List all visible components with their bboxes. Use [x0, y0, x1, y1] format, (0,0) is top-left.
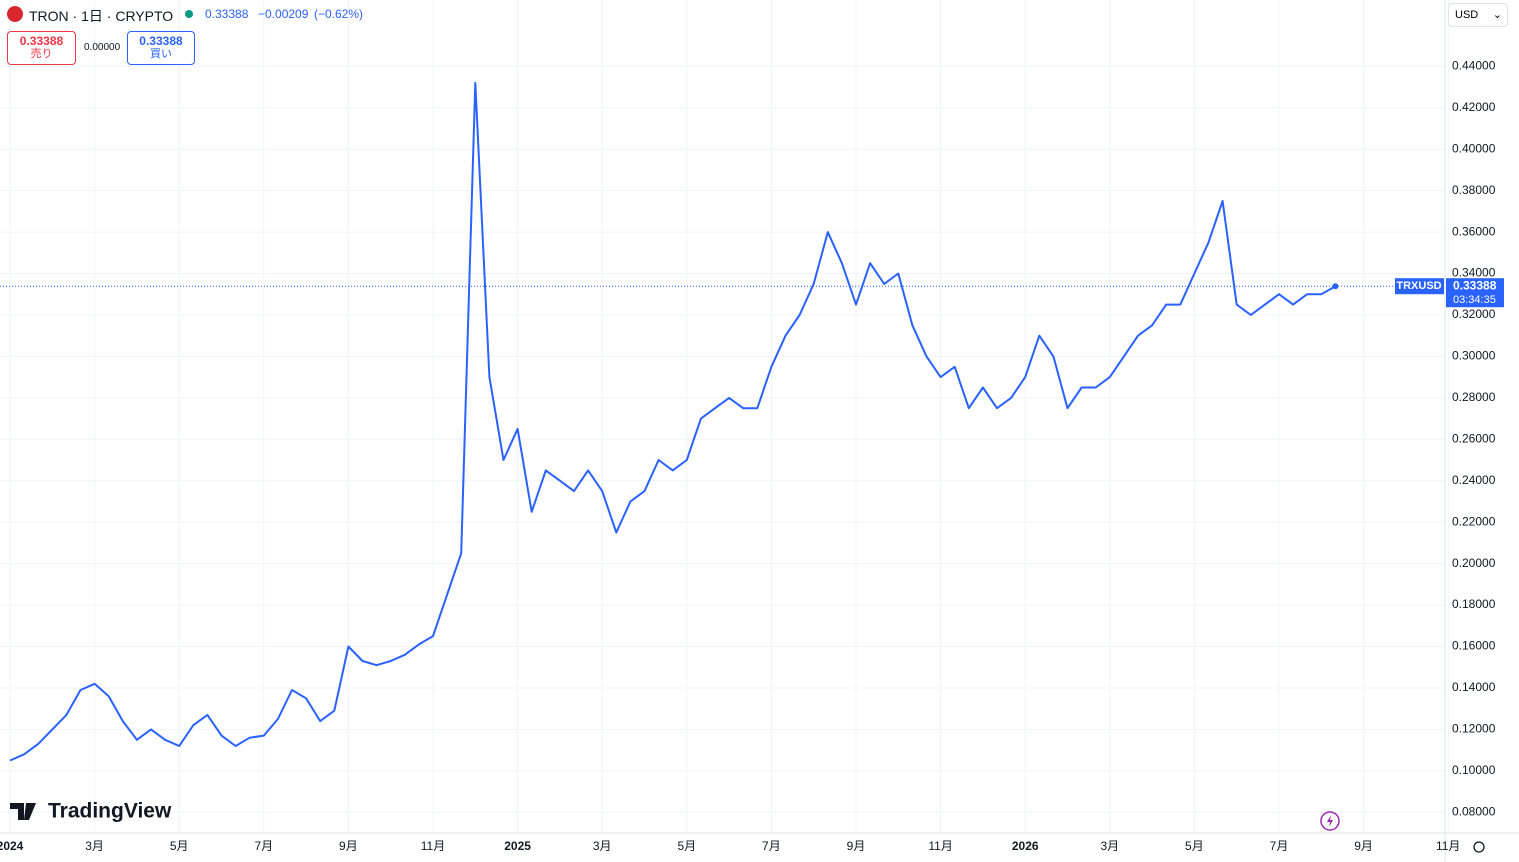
sell-price: 0.33388: [19, 34, 64, 48]
coin-icon: [7, 6, 23, 22]
x-tick-label: 9月: [339, 839, 358, 853]
x-tick-label: 3月: [593, 839, 612, 853]
symbol-tag-label: TRXUSD: [1396, 280, 1441, 292]
y-tick-label: 0.22000: [1452, 514, 1496, 528]
x-tick-label: 2024: [0, 839, 24, 853]
price-tag: [1446, 278, 1504, 308]
logo: TradingView: [48, 800, 172, 823]
price-tag-label: 0.33388: [1453, 278, 1497, 292]
x-tick-label: 7月: [762, 839, 781, 853]
y-tick-label: 0.10000: [1452, 763, 1496, 777]
x-tick-label: 9月: [847, 839, 866, 853]
last: 0.33388: [205, 7, 249, 21]
x-tick-label: 7月: [1270, 839, 1289, 853]
y-tick-label: 0.42000: [1452, 100, 1496, 114]
y-tick-label: 0.44000: [1452, 58, 1496, 72]
alert-bolt: [1327, 815, 1333, 827]
y-tick-label: 0.30000: [1452, 349, 1496, 363]
change: −0.00209: [258, 7, 309, 21]
y-tick-label: 0.36000: [1452, 224, 1496, 238]
alert-icon[interactable]: [1320, 811, 1340, 831]
x-tick-label: 3月: [1100, 839, 1119, 853]
settings-icon[interactable]: [1473, 841, 1485, 853]
currency-select[interactable]: USD ⌄: [1448, 3, 1508, 27]
logo-mark: [10, 803, 36, 820]
y-tick-label: 0.38000: [1452, 183, 1496, 197]
y-tick-label: 0.28000: [1452, 390, 1496, 404]
x-tick-label: 5月: [170, 839, 189, 853]
y-tick-label: 0.16000: [1452, 639, 1496, 653]
sell-button[interactable]: 0.33388 売り: [7, 31, 76, 65]
x-tick-label: 3月: [85, 839, 104, 853]
x-tick-label: 11月: [421, 839, 445, 853]
x-tick-label: 2026: [1012, 839, 1039, 853]
x-tick-label: 11月: [928, 839, 952, 853]
x-tick-label: 5月: [677, 839, 696, 853]
x-tick-label: 9月: [1354, 839, 1373, 853]
buy-price: 0.33388: [139, 34, 183, 48]
symbol[interactable]: TRON · 1日 · CRYPTO: [29, 8, 174, 24]
spread: 0.00000: [84, 42, 121, 53]
buy-button[interactable]: 0.33388 買い: [127, 31, 195, 65]
y-tick-label: 0.08000: [1452, 804, 1496, 818]
y-tick-label: 0.24000: [1452, 473, 1496, 487]
grid: [0, 0, 1449, 833]
countdown: 03:34:35: [1453, 294, 1496, 306]
sell-label: 売り: [30, 48, 53, 60]
price-line: [9, 81, 1336, 762]
y-tick-label: 0.40000: [1452, 141, 1496, 155]
x-tick-label: 11月: [1436, 839, 1460, 853]
y-tick-label: 0.32000: [1452, 307, 1496, 321]
dropdown-caret: ⌄: [1492, 9, 1502, 21]
x-tick-label: 7月: [254, 839, 273, 853]
symbol-tag: [1395, 278, 1444, 295]
y-tick-label: 0.20000: [1452, 556, 1496, 570]
buy-label: 買い: [150, 48, 172, 60]
status-dot: [185, 10, 193, 18]
y-tick-label: 0.18000: [1452, 597, 1496, 611]
axes: 0.08000 0.10000 0.12000 0.14000 0.16000 0.180…: [0, 58, 1504, 853]
y-tick-label: 0.14000: [1452, 680, 1496, 694]
y-tick-label: 0.12000: [1452, 722, 1496, 736]
currency: USD: [1455, 9, 1479, 21]
x-tick-label: 2025: [504, 839, 531, 853]
y-tick-label: 0.26000: [1452, 431, 1496, 445]
x-tick-label: 5月: [1185, 839, 1204, 853]
plot: [0, 81, 1445, 762]
change-pct: (−0.62%): [314, 7, 364, 21]
y-tick-label: 0.34000: [1452, 266, 1496, 280]
